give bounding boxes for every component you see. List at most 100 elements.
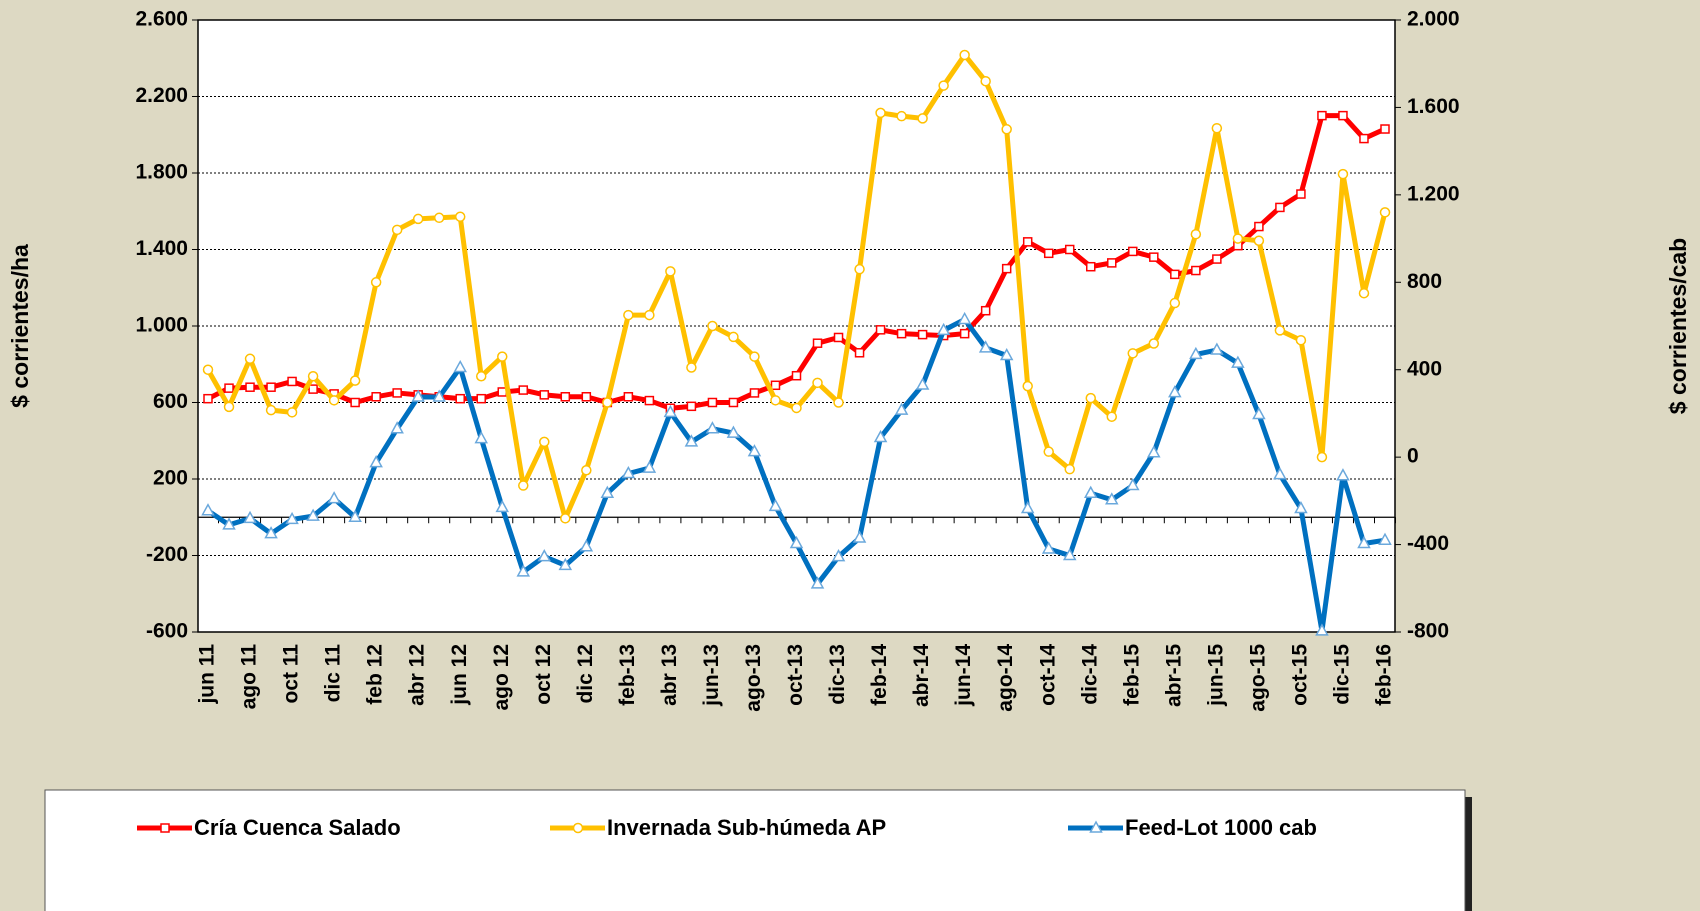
- y-tick-label: 200: [153, 467, 188, 490]
- marker: [854, 348, 865, 358]
- marker: [728, 331, 739, 343]
- marker: [707, 397, 718, 408]
- marker: [749, 351, 760, 362]
- marker: [810, 576, 825, 589]
- marker: [791, 370, 802, 381]
- x-tick-label: feb-14: [868, 644, 891, 706]
- marker: [852, 530, 867, 543]
- marker: [726, 425, 741, 438]
- marker: [980, 75, 991, 87]
- marker: [875, 107, 886, 119]
- marker: [663, 404, 678, 418]
- marker: [1273, 467, 1287, 480]
- marker: [1212, 254, 1222, 264]
- marker: [266, 382, 276, 392]
- marker: [1001, 124, 1012, 135]
- marker: [558, 557, 573, 571]
- x-tick-label: jun-14: [952, 644, 975, 707]
- marker: [516, 564, 531, 577]
- marker: [917, 113, 928, 124]
- marker: [1378, 532, 1392, 545]
- marker: [1317, 110, 1327, 121]
- marker: [224, 383, 234, 393]
- marker: [1022, 380, 1033, 392]
- marker: [222, 517, 236, 530]
- legend-label: Feed-Lot 1000 cab: [1125, 815, 1317, 840]
- x-tick-label: jun-13: [700, 644, 723, 707]
- marker: [581, 392, 592, 402]
- marker: [350, 397, 360, 408]
- marker: [1231, 355, 1245, 368]
- marker: [474, 431, 489, 444]
- marker: [831, 549, 846, 562]
- marker: [644, 309, 655, 321]
- marker: [705, 421, 720, 434]
- marker: [202, 364, 214, 375]
- marker: [747, 444, 762, 457]
- y-tick-label: 1.400: [135, 237, 188, 260]
- marker: [1170, 269, 1180, 280]
- y-tick-label: 1.000: [135, 314, 188, 337]
- marker: [1086, 261, 1096, 272]
- marker: [245, 382, 255, 392]
- marker: [307, 371, 319, 382]
- marker: [623, 309, 634, 321]
- marker: [770, 380, 781, 391]
- marker: [1020, 500, 1035, 514]
- marker: [1232, 233, 1244, 244]
- marker: [390, 421, 404, 434]
- y-tick-label: 2.200: [135, 84, 188, 107]
- marker: [348, 509, 362, 522]
- marker: [537, 549, 552, 562]
- marker: [306, 508, 320, 521]
- marker: [475, 371, 487, 382]
- marker: [243, 510, 257, 524]
- marker: [1191, 265, 1201, 276]
- marker: [349, 375, 361, 386]
- marker: [1106, 411, 1118, 422]
- x-tick-label: ago-13: [742, 644, 765, 712]
- marker: [1089, 820, 1103, 833]
- marker: [1295, 334, 1307, 346]
- x-tick-label: ago-14: [994, 644, 1017, 712]
- marker: [1275, 202, 1285, 213]
- marker: [1189, 346, 1203, 360]
- x-tick-label: dic-14: [1078, 644, 1101, 705]
- x-tick-label: dic-15: [1331, 644, 1354, 705]
- marker: [539, 436, 550, 448]
- marker: [1274, 325, 1286, 336]
- y-axis-label: $ corrientes/ha: [7, 244, 33, 408]
- marker: [621, 465, 636, 479]
- marker: [560, 513, 571, 524]
- marker: [1210, 342, 1224, 355]
- marker: [497, 351, 508, 362]
- marker: [791, 402, 802, 414]
- marker: [328, 395, 340, 406]
- marker: [1168, 385, 1182, 398]
- marker: [411, 389, 425, 402]
- x-tick-label: oct 11: [280, 644, 303, 704]
- marker: [1127, 348, 1139, 359]
- marker: [579, 539, 594, 552]
- y-tick-label: -200: [146, 543, 188, 566]
- marker: [160, 823, 170, 833]
- x-tick-label: feb 12: [364, 644, 387, 705]
- marker: [1083, 485, 1098, 498]
- marker: [581, 465, 592, 476]
- marker: [770, 395, 781, 406]
- marker: [896, 328, 907, 339]
- marker: [371, 392, 381, 402]
- x-tick-label: ago 12: [490, 644, 513, 711]
- marker: [1315, 623, 1329, 636]
- x-tick-label: feb-13: [616, 644, 639, 706]
- x-tick-label: ago-15: [1246, 644, 1269, 712]
- marker: [244, 353, 256, 365]
- marker: [1253, 235, 1265, 247]
- marker: [1064, 463, 1075, 475]
- marker: [264, 526, 278, 539]
- marker: [455, 393, 465, 404]
- marker: [201, 503, 215, 516]
- x-tick-label: dic 12: [574, 644, 597, 704]
- marker: [980, 305, 991, 316]
- x-tick-label: oct 12: [532, 644, 555, 705]
